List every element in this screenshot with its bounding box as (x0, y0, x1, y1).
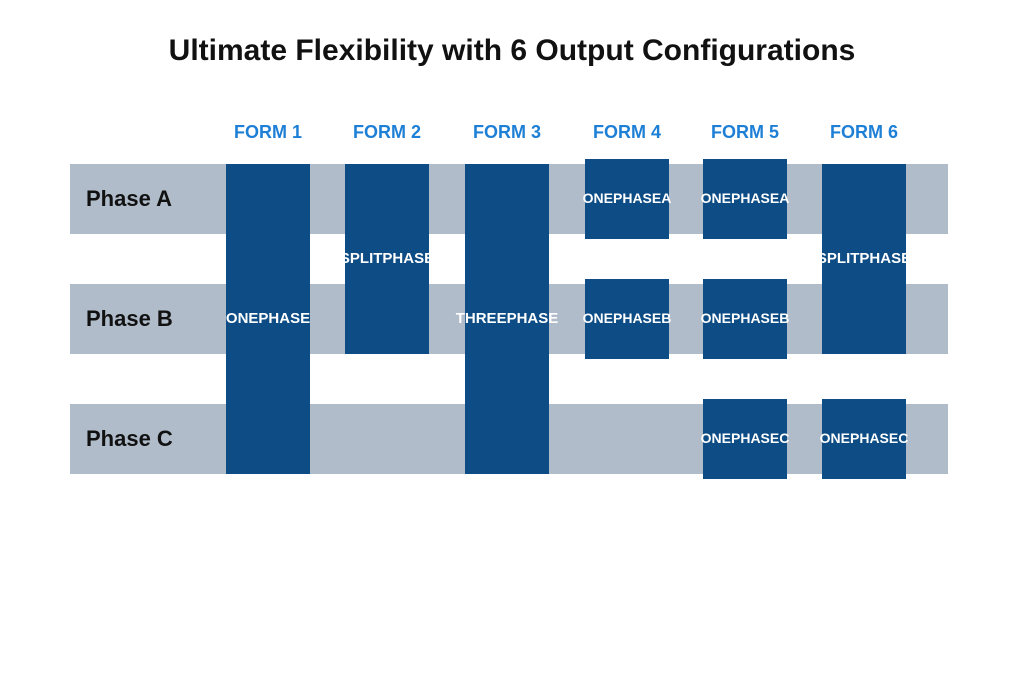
form-header: FORM 6 (830, 122, 898, 143)
form-header: FORM 3 (473, 122, 541, 143)
form-header: FORM 1 (234, 122, 302, 143)
form-header: FORM 4 (593, 122, 661, 143)
form-header: FORM 5 (711, 122, 779, 143)
config-block: ONEPHASEC (822, 399, 906, 479)
row-label: Phase B (86, 284, 173, 354)
config-block: ONEPHASEA (585, 159, 669, 239)
config-block: ONEPHASEC (703, 399, 787, 479)
page-title: Ultimate Flexibility with 6 Output Confi… (0, 34, 1024, 68)
config-block: ONEPHASEB (585, 279, 669, 359)
config-block: SPLITPHASE (345, 164, 429, 354)
row-label: Phase C (86, 404, 173, 474)
form-header: FORM 2 (353, 122, 421, 143)
config-block: ONEPHASEB (703, 279, 787, 359)
config-block: ONEPHASEA (703, 159, 787, 239)
row-label: Phase A (86, 164, 172, 234)
config-block: ONEPHASE (226, 164, 310, 474)
config-block: THREEPHASE (465, 164, 549, 474)
config-block: SPLITPHASE (822, 164, 906, 354)
